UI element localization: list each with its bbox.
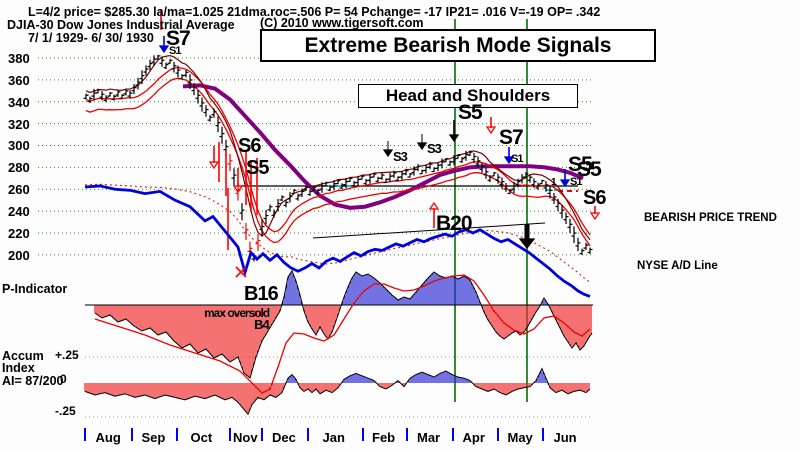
signal-label-max-oversold: max oversold — [204, 306, 270, 320]
signal-arrow-head — [208, 161, 220, 170]
signal-label-s7: S7 — [499, 126, 524, 149]
signal-arrow-head — [158, 45, 170, 54]
scale-plus-label: +.25 — [55, 348, 79, 362]
month-label-jan: Jan — [322, 430, 345, 445]
month-label-apr: Apr — [462, 430, 485, 445]
symbol-title: DJIA-30 Dow Jones Industrial Average — [7, 18, 235, 32]
accum-label-1: Accum — [2, 349, 44, 363]
signal-label-1: 1 — [551, 177, 556, 188]
y-axis-label: 320 — [8, 116, 30, 132]
signal-label-s6: S6 — [583, 187, 606, 209]
signal-arrow-head — [232, 185, 244, 194]
signal-arrow-head — [485, 126, 497, 135]
signal-arrow-head — [448, 134, 460, 143]
signal-label-b16: B16 — [244, 283, 279, 305]
signal-label-s6: S6 — [238, 135, 261, 157]
date-range-label: 7/ 1/ 1929- 6/ 30/ 1930 — [28, 31, 154, 45]
scale-zero-label: 0 — [60, 372, 67, 386]
y-axis-label: 200 — [8, 247, 30, 263]
signal-label-s5: S5 — [458, 101, 483, 124]
y-axis-label: 340 — [8, 94, 30, 110]
month-label-sep: Sep — [141, 430, 166, 445]
signal-arrow-head — [589, 212, 601, 221]
signal-label-s1: S1 — [511, 153, 524, 165]
signal-label-s1: S1 — [570, 176, 583, 188]
y-axis-label: 260 — [8, 182, 30, 198]
signal-label-s5: S5 — [577, 158, 602, 181]
signal-arrow-head — [518, 238, 536, 250]
scale-minus-label: -.25 — [55, 404, 76, 418]
y-axis-label: 360 — [8, 72, 30, 88]
y-axis-label: 220 — [8, 225, 30, 241]
signal-label-s1: S1 — [169, 45, 182, 57]
month-label-dec: Dec — [272, 430, 296, 445]
signal-arrow-head — [428, 201, 440, 210]
y-axis-label: 380 — [8, 51, 30, 66]
signal-label-b4: B4 — [254, 317, 270, 332]
ad-ma-dotted — [84, 183, 591, 283]
signal-label-s5: S5 — [246, 157, 269, 179]
y-axis-label: 240 — [8, 204, 30, 220]
pattern-banner: Head and Shoulders — [358, 84, 578, 108]
month-label-mar: Mar — [417, 430, 441, 445]
signal-arrow-head — [382, 149, 394, 158]
title-banner: Extreme Bearish Mode Signals — [260, 29, 656, 62]
y-axis-label: 300 — [8, 138, 30, 154]
month-label-feb: Feb — [372, 430, 396, 445]
copyright-label: (C) 2010 www.tigersoft.com — [260, 16, 424, 30]
bearish-trend-label: BEARISH PRICE TREND — [644, 212, 777, 224]
p-indicator-envelope — [94, 269, 593, 379]
purple-ma-line — [182, 83, 584, 210]
p-indicator-signal — [94, 274, 591, 394]
oversold-x-marker — [235, 266, 247, 278]
signal-arrow-head — [503, 156, 515, 165]
nyse-ad-line-label: NYSE A/D Line — [637, 260, 718, 272]
p-indicator-pane-label: P-Indicator — [2, 282, 68, 296]
signal-arrow-head — [559, 179, 571, 188]
signal-label-s7: S7 — [166, 27, 191, 50]
signal-label-s5: S5 — [568, 153, 593, 176]
accum-label-2: Index — [2, 361, 35, 375]
red-band-1 — [85, 66, 591, 236]
accum-envelope — [84, 367, 591, 416]
accum-ai-value: AI= 87/200 — [2, 374, 64, 388]
y-axis-label: 280 — [8, 160, 30, 176]
ad-trendline — [312, 222, 546, 239]
month-label-jun: Jun — [553, 430, 577, 445]
signal-label-b20: B20 — [436, 212, 473, 235]
signal-arrow-head — [416, 142, 428, 151]
month-label-nov: Nov — [233, 430, 258, 445]
month-label-oct: Oct — [190, 430, 213, 445]
month-label-aug: Aug — [95, 430, 121, 445]
nyse-ad-line — [84, 184, 591, 298]
signal-label-s3: S3 — [427, 141, 442, 156]
month-label-may: May — [507, 430, 533, 445]
signal-label-s3: S3 — [393, 149, 408, 164]
indicator-readout-line: L=4/2 price= $285.30 la/ma=1.025 21dma.r… — [28, 5, 601, 19]
